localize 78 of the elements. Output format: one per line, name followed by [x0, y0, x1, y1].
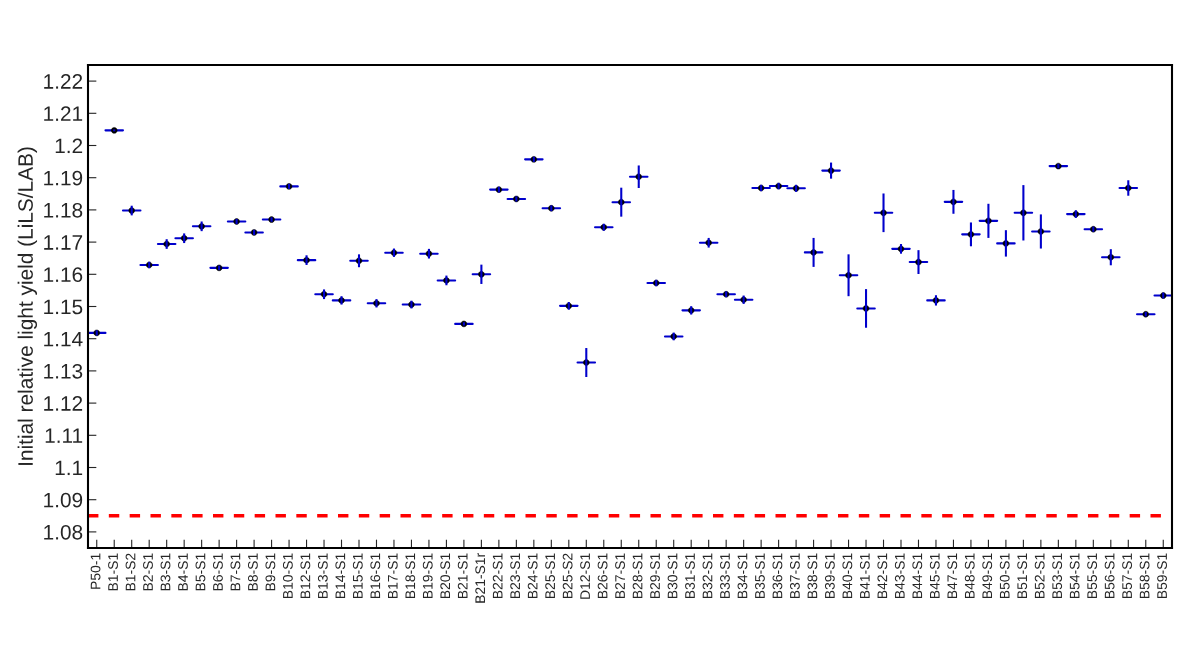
x-tick-label: B29-S1 [650, 553, 660, 599]
y-tick-label: 1.15 [44, 299, 83, 315]
x-tick-label: B41-S1 [859, 553, 870, 599]
x-tick-label: B32-S1 [702, 553, 713, 599]
x-tick-label: B2-S1 [143, 553, 153, 591]
x-tick-label: B53-S1 [1052, 553, 1063, 599]
x-tick-label: B49-S1 [982, 553, 993, 599]
x-tick-label: B21-S1 [457, 553, 468, 599]
x-tick-label: B35-S1 [755, 553, 765, 599]
y-tick-label: 1.21 [44, 106, 83, 121]
x-tick-label: B24-S1 [527, 553, 538, 599]
x-tick-label: B22-S1 [492, 553, 503, 599]
x-tick-label: B56-S1 [1104, 553, 1115, 599]
x-tick-label: B9-S1 [265, 553, 276, 591]
x-tick-label: B51-S1 [1017, 553, 1028, 599]
y-tick-label: 1.19 [44, 170, 83, 186]
x-tick-label: B12-S1 [300, 553, 311, 599]
x-tick-label: B1-S2 [125, 553, 136, 591]
x-tick-label: B54-S1 [1069, 553, 1080, 599]
x-tick-label: B6-S1 [213, 553, 223, 591]
x-tick-label: B40-S1 [842, 553, 853, 599]
x-tick-label: B25-S2 [562, 553, 573, 599]
y-tick-label: 1.18 [44, 202, 83, 218]
x-tick-label: B48-S1 [964, 553, 975, 599]
x-tick-label: B5-S1 [195, 553, 206, 591]
x-tick-label: B23-S1 [510, 553, 521, 599]
x-tick-label: B20-S1 [440, 553, 451, 599]
x-tick-label: B27-S1 [615, 553, 625, 599]
x-tick-label: B8-S1 [247, 553, 258, 591]
y-tick-label: 1.2 [55, 138, 83, 154]
x-tick-label: B15-S1 [352, 553, 363, 599]
x-tick-label: B38-S1 [807, 553, 818, 599]
x-tick-label: B34-S1 [737, 553, 748, 599]
y-tick-label: 1.09 [44, 492, 83, 508]
x-tick-label: B26-S1 [597, 553, 608, 599]
x-tick-label: B14-S1 [335, 553, 346, 599]
y-tick-label: 1.22 [44, 74, 83, 89]
x-tick-label: B4-S1 [178, 553, 188, 591]
y-axis-title: Initial relative light yield (LiLS/LAB) [17, 147, 38, 465]
x-tick-label: B45-S1 [929, 553, 940, 599]
x-tick-label: B59-S1 [1157, 553, 1167, 599]
x-tick-label: B13-S1 [317, 553, 328, 599]
y-tick-label: 1.16 [44, 267, 83, 283]
x-tick-label: B17-S1 [387, 553, 398, 599]
x-tick-label: B58-S1 [1139, 553, 1150, 599]
x-tick-label: B3-S1 [160, 553, 171, 591]
x-tick-label: B39-S1 [824, 553, 835, 599]
x-tick-label: B19-S1 [422, 553, 433, 599]
x-tick-label: B25-S1 [545, 553, 556, 599]
x-tick-label: B47-S1 [947, 553, 958, 599]
x-tick-label: B37-S1 [789, 553, 800, 599]
y-tick-label: 1.13 [44, 363, 83, 379]
x-tick-label: B28-S1 [632, 553, 643, 599]
y-tick-label: 1.08 [44, 524, 83, 540]
y-tick-label: 1.17 [44, 235, 83, 250]
x-tick-label: B50-S1 [999, 553, 1010, 599]
x-tick-label: B7-S1 [230, 553, 241, 591]
x-tick-label: B44-S1 [912, 553, 923, 599]
x-tick-label: B18-S1 [405, 553, 416, 599]
x-tick-label: B30-S1 [667, 553, 678, 599]
x-tick-label: B1-S1 [108, 553, 118, 591]
y-tick-label: 1.11 [45, 428, 83, 443]
y-tick-label: 1.14 [44, 331, 83, 347]
x-tick-label: B42-S1 [877, 553, 888, 599]
x-tick-label: D12-S1 [580, 553, 591, 599]
x-tick-label: B57-S1 [1122, 553, 1133, 599]
y-tick-label: 1.12 [44, 396, 83, 411]
x-tick-label: B21-S1r [475, 553, 486, 603]
x-tick-label: B16-S1 [370, 553, 381, 599]
x-tick-label: B55-S1 [1087, 553, 1098, 599]
x-tick-label: B43-S1 [894, 553, 905, 599]
x-tick-label: B52-S1 [1034, 553, 1045, 599]
x-tick-label: B33-S1 [720, 553, 730, 599]
x-tick-label: B36-S1 [772, 553, 783, 599]
y-tick-label: 1.1 [55, 460, 83, 476]
x-tick-label: B10-S1 [282, 553, 293, 599]
x-tick-label: P50-1 [90, 553, 101, 589]
x-tick-label: B31-S1 [685, 553, 695, 599]
